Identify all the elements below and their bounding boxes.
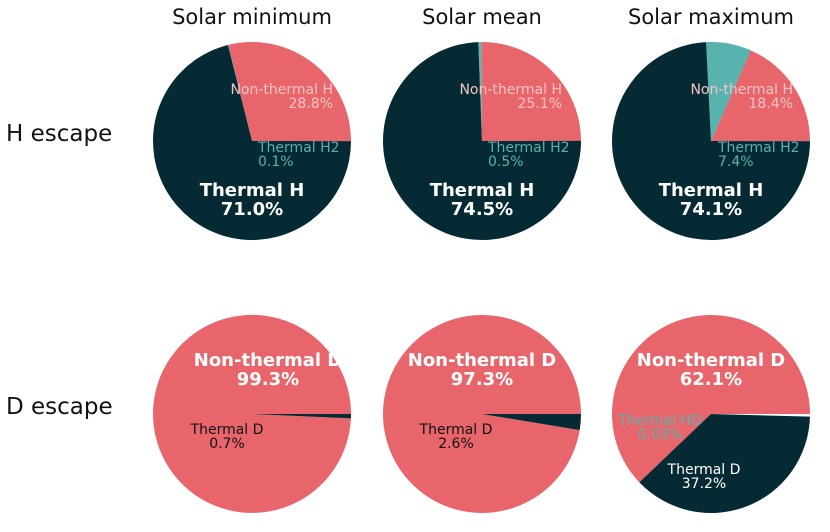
label-d-escape-solar-mean-thermal-d-name: Thermal D [419,422,493,438]
pie-slice-d-escape-solar-maximum-non-thermal-d [611,315,810,485]
label-h-escape-solar-minimum-thermal-h-percent: 71.0% [221,199,283,220]
pie-slice-d-escape-solar-minimum-non-thermal-d [153,314,352,513]
label-d-escape-solar-maximum-thermal-hd-percent: 0.03% [638,427,682,443]
pie-slice-h-escape-solar-maximum-non-thermal-h [711,50,810,141]
label-d-escape-solar-minimum-non-thermal-d-name: Non-thermal D [194,350,343,371]
label-d-escape-solar-mean-thermal-d-percent: 2.6% [438,436,474,452]
label-h-escape-solar-mean-non-thermal-h-name: Non-thermal H [459,82,562,98]
pie-slice-d-escape-solar-mean-thermal-d [482,413,582,431]
pie-slice-h-escape-solar-mean-non-thermal-h [481,41,581,141]
label-d-escape-solar-minimum-non-thermal-d-percent: 99.3% [237,369,299,390]
row-label-h-escape: H escape [6,121,112,147]
label-h-escape-solar-minimum-thermal-h-name: Thermal H [200,180,305,201]
pie-slice-h-escape-solar-mean-thermal-h [383,42,582,240]
label-h-escape-solar-minimum-non-thermal-h-percent: 28.8% [289,96,333,112]
label-h-escape-solar-mean-thermal-h-name: Thermal H [430,180,535,201]
label-h-escape-solar-maximum-thermal-h2-name: Thermal H2 [717,140,800,156]
label-h-escape-solar-maximum-thermal-h-name: Thermal H [659,180,764,201]
label-h-escape-solar-mean-thermal-h-percent: 74.5% [451,199,513,220]
pie-slice-d-escape-solar-minimum-thermal-d [252,414,351,419]
label-d-escape-solar-minimum-thermal-d-name: Thermal D [190,422,264,438]
pie-slice-h-escape-solar-maximum-thermal-h2 [705,42,751,141]
label-d-escape-solar-maximum-non-thermal-d-percent: 62.1% [680,369,742,390]
label-h-escape-solar-mean-non-thermal-h-percent: 25.1% [518,96,562,112]
pies-layer [153,41,810,514]
pie-slice-d-escape-solar-mean-non-thermal-d [383,315,581,514]
label-d-escape-solar-maximum-non-thermal-d-name: Non-thermal D [637,350,786,371]
pie-slice-h-escape-solar-minimum-thermal-h [153,44,351,241]
label-d-escape-solar-maximum-thermal-d-percent: 37.2% [682,476,726,492]
label-h-escape-solar-maximum-thermal-h-percent: 74.1% [680,199,742,220]
label-h-escape-solar-mean-thermal-h2-percent: 0.5% [488,154,524,170]
pie-slice-h-escape-solar-minimum-non-thermal-h [228,41,351,141]
column-title-solar-maximum: Solar maximum [628,5,794,29]
pie-slice-d-escape-solar-maximum-thermal-hd [639,414,711,483]
label-d-escape-solar-maximum-thermal-hd-name: Thermal HD [617,413,701,429]
pie-slice-h-escape-solar-minimum-thermal-h2 [227,44,252,141]
pie-slice-h-escape-solar-maximum-thermal-h [612,42,810,241]
label-h-escape-solar-minimum-thermal-h2-percent: 0.1% [258,154,294,170]
label-d-escape-solar-mean-non-thermal-d-name: Non-thermal D [408,350,557,371]
label-h-escape-solar-minimum-non-thermal-h-name: Non-thermal H [230,82,333,98]
label-d-escape-solar-maximum-thermal-d-name: Thermal D [667,462,741,478]
column-title-solar-minimum: Solar minimum [172,5,332,29]
label-h-escape-solar-maximum-non-thermal-h-percent: 18.4% [749,96,793,112]
label-d-escape-solar-minimum-thermal-d-percent: 0.7% [209,436,245,452]
label-h-escape-solar-maximum-non-thermal-h-name: Non-thermal H [690,82,793,98]
label-h-escape-solar-maximum-thermal-h2-percent: 7.4% [718,154,754,170]
label-h-escape-solar-mean-thermal-h2-name: Thermal H2 [487,140,570,156]
column-title-solar-mean: Solar mean [422,5,542,29]
pie-slice-d-escape-solar-maximum-thermal-d [639,414,810,514]
label-d-escape-solar-mean-non-thermal-d-percent: 97.3% [451,369,513,390]
label-h-escape-solar-minimum-thermal-h2-name: Thermal H2 [257,140,340,156]
labels-layer: Non-thermal H28.8%Thermal H20.1%Thermal … [190,82,800,492]
row-label-d-escape: D escape [6,394,113,420]
pie-slice-h-escape-solar-mean-thermal-h2 [478,42,482,141]
